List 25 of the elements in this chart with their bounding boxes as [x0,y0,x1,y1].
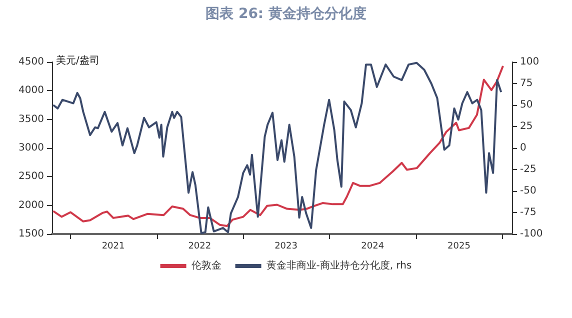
y-tick-label: 1500 [18,228,44,240]
y2-tick-label: 0 [520,142,526,154]
x-tick-label: 2022 [188,242,212,252]
y-axis-title: 美元/盎司 [56,54,100,66]
x-tick-label: 2024 [361,242,384,252]
y2-tick-label: 50 [520,100,533,110]
y2-tick-label: 25 [520,121,533,132]
chart-title: 图表 26: 黄金持仓分化度 [206,5,366,22]
x-tick-label: 2023 [274,242,298,252]
y-tick-label: 4500 [18,56,44,68]
y2-tick-label: -50 [520,186,536,196]
y2-tick-label: -75 [520,207,536,218]
y-tick-label: 2500 [18,171,44,182]
y-tick-label: 3500 [18,114,44,125]
legend-label: 伦敦金 [191,260,222,272]
y-tick-label: 3000 [18,142,44,154]
y2-tick-label: 100 [520,56,540,68]
y2-tick-label: -25 [520,164,536,175]
y2-tick-label: 75 [520,78,533,89]
x-tick-label: 2025 [448,242,470,252]
y-tick-label: 2000 [18,200,44,211]
x-tick-label: 2021 [102,242,125,252]
legend-label: 黄金非商业-商业持仓分化度, rhs [266,260,412,272]
y-tick-label: 4000 [18,85,44,96]
y2-tick-label: -100 [520,228,543,240]
